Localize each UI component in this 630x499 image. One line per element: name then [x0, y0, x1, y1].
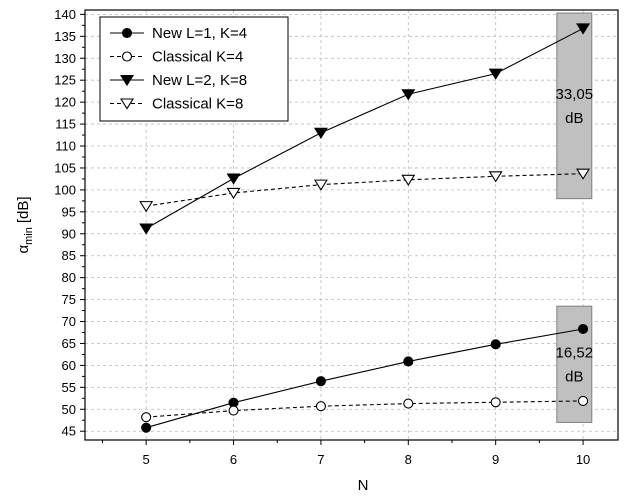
y-tick-label: 55: [62, 380, 76, 395]
series-1: [141, 323, 589, 433]
legend-entry: Classical K=8: [110, 96, 243, 113]
data-point: [226, 187, 241, 200]
annotation-label: 33,05: [556, 86, 594, 103]
data-point: [139, 201, 154, 213]
annotation-label: dB: [565, 368, 583, 385]
y-tick-label: 75: [62, 292, 76, 307]
x-tick-label: 10: [576, 452, 590, 467]
series-lines: [139, 23, 591, 433]
y-axis-title: αmin [dB]: [15, 196, 35, 253]
legend-label: Classical K=4: [152, 49, 243, 66]
data-point: [401, 174, 416, 186]
annotation-label: dB: [565, 110, 583, 127]
x-tick-label: 9: [492, 452, 499, 467]
series-3: [139, 23, 591, 235]
y-tick-label: 120: [54, 95, 76, 110]
data-point: [313, 179, 328, 191]
data-point: [226, 173, 241, 185]
data-point: [313, 127, 328, 139]
data-point: [576, 23, 591, 35]
data-point: [121, 27, 133, 39]
y-tick-label: 105: [54, 160, 76, 175]
legend-entry: New L=1, K=4: [110, 25, 247, 42]
series-4: [139, 168, 591, 213]
y-tick-label: 90: [62, 226, 76, 241]
data-point: [577, 395, 589, 406]
series-line: [145, 27, 584, 229]
y-tick-label: 80: [62, 270, 76, 285]
y-tick-label: 85: [62, 248, 76, 263]
data-point: [490, 397, 501, 408]
x-tick-label: 6: [230, 452, 237, 467]
x-tick-label: 8: [405, 452, 412, 467]
x-axis-title: N: [358, 477, 369, 494]
data-point: [120, 74, 134, 87]
series-line: [146, 173, 584, 207]
y-tick-label: 115: [55, 117, 76, 132]
legend-label: New L=2, K=8: [152, 72, 247, 89]
y-tick-label: 60: [62, 358, 76, 373]
data-point: [315, 401, 326, 412]
data-point: [577, 323, 589, 335]
y-tick-label: 125: [54, 73, 76, 88]
y-tick-label: 95: [62, 204, 76, 219]
series-2: [141, 395, 589, 423]
y-tick-label: 140: [54, 7, 76, 22]
x-tick-label: 5: [143, 452, 150, 467]
data-point: [315, 376, 326, 387]
data-point: [403, 398, 414, 409]
y-tick-label: 45: [62, 424, 76, 439]
y-tick-label: 110: [55, 139, 76, 154]
y-axis-title-unit: [dB]: [15, 196, 32, 223]
data-point: [228, 405, 239, 416]
svg-text:αmin[dB]: αmin [dB]: [15, 196, 35, 253]
annotation-box: [556, 305, 593, 423]
x-tick-label: 7: [317, 452, 324, 467]
annotation-box: [556, 12, 593, 200]
y-axis-title-main: α: [15, 245, 32, 254]
data-point: [490, 339, 501, 350]
y-tick-label: 130: [54, 51, 76, 66]
data-point: [488, 68, 503, 80]
legend-label: Classical K=8: [152, 96, 243, 113]
data-point: [401, 89, 416, 101]
annotation-label: 16,52: [556, 344, 594, 361]
data-point: [403, 356, 414, 367]
y-tick-label: 50: [62, 402, 76, 417]
gridlines: [85, 10, 618, 440]
series-line: [146, 400, 584, 418]
legend-label: New L=1, K=4: [152, 25, 247, 42]
legend-entry: Classical K=4: [110, 49, 243, 66]
legend-entry: New L=2, K=8: [110, 72, 247, 89]
plot-area-frame: [84, 9, 619, 441]
data-point: [141, 422, 152, 433]
series-line: [146, 328, 584, 429]
data-point: [141, 412, 152, 423]
data-point: [576, 168, 591, 180]
y-tick-label: 135: [54, 29, 76, 44]
data-point: [121, 51, 133, 62]
y-tick-label: 100: [54, 182, 76, 197]
data-point: [120, 98, 134, 110]
y-tick-label: 70: [62, 314, 76, 329]
y-axis-title-sub: min: [23, 227, 35, 245]
data-point: [139, 223, 154, 235]
legend: New L=1, K=4 Classical K=4 New L=2, K=8 Cla…: [99, 16, 289, 122]
y-tick-label: 65: [62, 336, 76, 351]
data-point: [488, 171, 503, 183]
axes: 4550556065707580859095100105110115120125…: [54, 7, 590, 467]
